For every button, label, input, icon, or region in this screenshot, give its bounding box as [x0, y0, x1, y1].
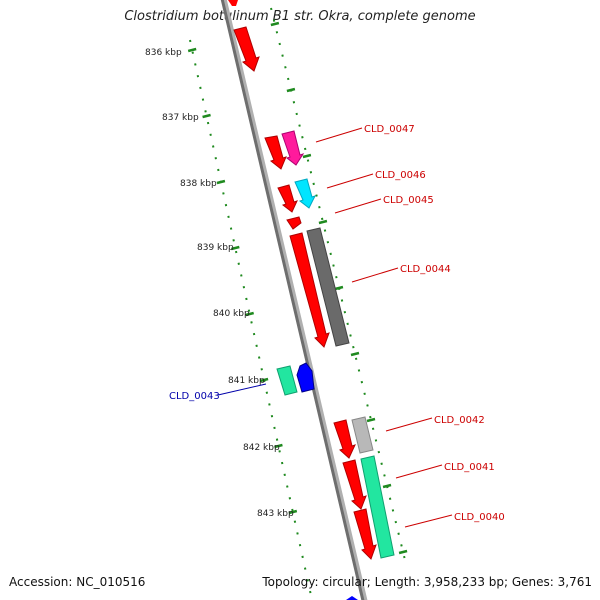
gene-arrow-bottom-partial: [346, 596, 358, 600]
gene-label-cld-0044[interactable]: CLD_0044: [400, 264, 451, 275]
leader-0041: [395, 464, 443, 479]
tick-label-839: 839 kbp: [197, 243, 234, 253]
genome-backbone-shadow: [221, 0, 368, 600]
tick-mark: [202, 113, 211, 119]
gene-arrow-835: [233, 26, 260, 72]
gene-arrow-green-0043: [276, 365, 298, 396]
gene-arrow-red-0047: [264, 135, 287, 170]
tick-mark: [366, 417, 376, 423]
tick-label-841: 841 kbp: [228, 376, 265, 386]
tick-mark: [274, 443, 283, 449]
gene-arrow-green-0041: [360, 455, 395, 559]
leader-0040: [404, 514, 453, 528]
gene-arrow-top-partial: [228, 0, 238, 6]
tick-label-837: 837 kbp: [162, 113, 199, 123]
tick-mark: [286, 87, 296, 93]
gene-arrow-red-0045: [286, 216, 302, 230]
tick-label-838: 838 kbp: [180, 179, 217, 189]
tick-mark: [187, 47, 197, 53]
tick-mark: [270, 21, 280, 27]
leader-0043: [217, 383, 267, 396]
tick-mark: [318, 219, 328, 225]
gene-label-cld-0040[interactable]: CLD_0040: [454, 512, 505, 523]
gene-label-cld-0043[interactable]: CLD_0043: [169, 391, 220, 402]
tick-label-840: 840 kbp: [213, 309, 250, 319]
leader-0046: [326, 173, 374, 189]
leader-0047: [315, 127, 363, 143]
gene-labels: CLD_0047 CLD_0046 CLD_0045 CLD_0044 CLD_…: [169, 124, 505, 523]
label-leaders: [217, 127, 453, 528]
gene-arrow-blue-0043: [296, 362, 315, 393]
gene-arrow-red-0042: [333, 419, 356, 459]
gene-arrow-red-0046: [277, 184, 298, 213]
tick-mark: [334, 285, 344, 291]
tick-marks-inner: [187, 47, 298, 515]
tick-mark: [245, 311, 254, 317]
gene-features: [228, 0, 395, 600]
leader-0044: [351, 267, 399, 283]
leader-0045: [334, 198, 382, 214]
tick-marks-outer: [270, 21, 408, 555]
tick-label-843: 843 kbp: [257, 509, 294, 519]
tick-mark: [350, 351, 360, 357]
tick-mark: [259, 377, 269, 383]
gene-arrow-red-0041: [342, 459, 367, 510]
gene-arrow-gray-0044: [306, 227, 350, 347]
tick-mark: [382, 483, 392, 489]
gene-arrow-magenta-0047: [281, 130, 305, 166]
gene-arrow-cyan-0046: [294, 178, 316, 209]
gene-label-cld-0047[interactable]: CLD_0047: [364, 124, 415, 135]
tick-label-836: 836 kbp: [145, 48, 182, 58]
accession-label: Accession: NC_010516: [9, 575, 146, 589]
tick-mark: [398, 549, 408, 555]
tick-mark: [302, 153, 312, 159]
tick-mark: [216, 179, 226, 185]
gene-label-cld-0046[interactable]: CLD_0046: [375, 170, 426, 181]
gene-label-cld-0041[interactable]: CLD_0041: [444, 462, 495, 473]
gene-arrow-red-0044: [289, 232, 330, 348]
map-title: Clostridium botulinum B1 str. Okra, comp…: [124, 9, 476, 24]
tick-label-842: 842 kbp: [243, 443, 280, 453]
tick-labels: 836 kbp 837 kbp 838 kbp 839 kbp 840 kbp …: [145, 48, 294, 519]
tick-mark: [231, 245, 240, 251]
gene-arrow-red-0040: [353, 508, 377, 560]
gene-arrow-lightgray-0042: [351, 416, 374, 454]
gene-label-cld-0045[interactable]: CLD_0045: [383, 195, 434, 206]
gene-label-cld-0042[interactable]: CLD_0042: [434, 415, 485, 426]
tick-mark: [288, 509, 298, 515]
leader-0042: [385, 417, 433, 432]
genome-backbone: [220, 0, 365, 600]
genome-summary: Topology: circular; Length: 3,958,233 bp…: [262, 575, 592, 589]
